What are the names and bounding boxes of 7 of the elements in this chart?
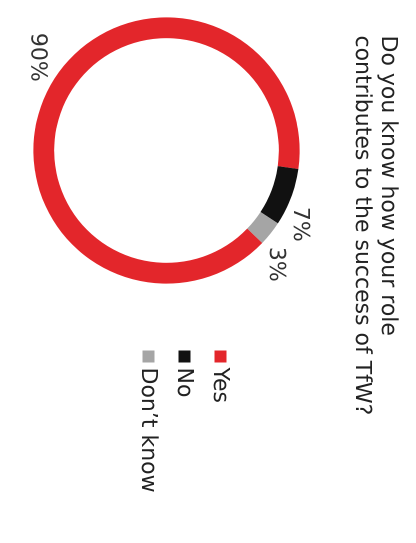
data-label: 7% [287,206,312,242]
legend-label: Don’t know [136,367,160,492]
data-label: 3% [263,246,288,282]
legend-label: No [172,367,196,397]
text: Do you know how your role contributes to the success of TfW? [350,35,400,415]
data-label: 90% [24,32,50,82]
legend-label: Yes [208,366,232,403]
